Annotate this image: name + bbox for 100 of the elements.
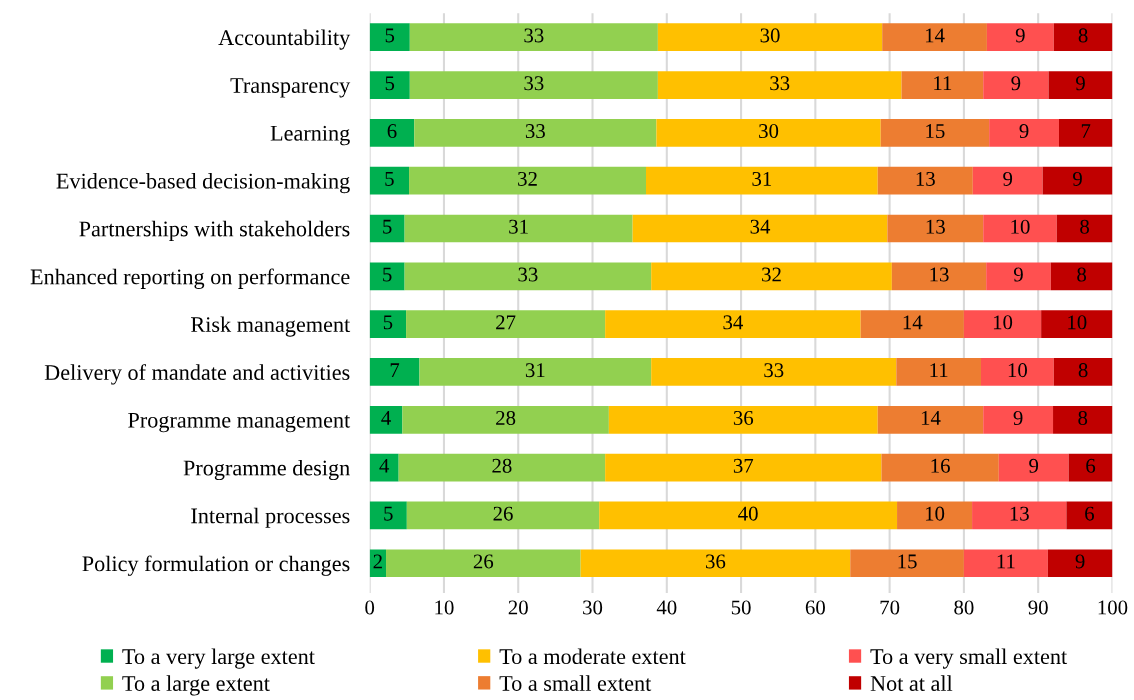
- y-tick-label: Learning: [270, 125, 350, 146]
- bar: [983, 405, 1054, 434]
- bar: [369, 23, 410, 52]
- bar: [1047, 549, 1113, 578]
- x-tick-label: 20: [508, 600, 528, 615]
- bar: [369, 71, 410, 99]
- data-label: 34: [723, 315, 743, 330]
- bar: [1050, 262, 1113, 291]
- x-tick-label: 100: [1098, 600, 1128, 615]
- data-label: 4: [381, 411, 391, 425]
- bar: [645, 166, 878, 195]
- bar: [972, 166, 1043, 195]
- y-tick-label: Transparency: [230, 78, 351, 98]
- data-label: 33: [764, 363, 784, 378]
- bar: [963, 310, 1042, 339]
- data-label: 13: [1010, 506, 1029, 521]
- data-label: 10: [1008, 363, 1027, 378]
- data-label: 33: [770, 76, 790, 91]
- bar: [1048, 71, 1113, 99]
- bar: [986, 23, 1054, 52]
- bar: [369, 549, 387, 578]
- bar: [1053, 358, 1113, 386]
- data-label: 31: [752, 171, 772, 186]
- data-label: 8: [1078, 410, 1088, 425]
- bar: [877, 405, 984, 434]
- data-label: 9: [1013, 411, 1023, 425]
- y-tick-label: Accountability: [218, 29, 351, 50]
- bar: [599, 501, 898, 530]
- bar: [887, 214, 984, 243]
- data-label: 30: [760, 28, 780, 43]
- bar: [657, 23, 883, 52]
- bar: [605, 453, 882, 482]
- bar: [369, 118, 415, 147]
- data-label: 10: [1068, 315, 1087, 330]
- data-label: 32: [518, 171, 537, 186]
- data-label: 15: [926, 124, 945, 139]
- data-label: 9: [1029, 458, 1039, 473]
- legend-label: To a small extent: [499, 675, 652, 691]
- data-label: 5: [385, 28, 395, 43]
- data-label: 15: [898, 554, 917, 569]
- bar: [1056, 214, 1113, 243]
- data-label: 5: [383, 267, 392, 282]
- data-label: 11: [934, 76, 952, 91]
- bar: [657, 71, 902, 99]
- bar: [419, 358, 652, 386]
- data-label: 40: [738, 506, 758, 521]
- legend-label: Not at all: [870, 675, 953, 691]
- legend-label: To a very large extent: [122, 648, 315, 669]
- data-label: 13: [916, 171, 935, 186]
- bar: [880, 118, 990, 147]
- bar: [983, 214, 1057, 243]
- bar: [402, 405, 609, 434]
- x-tick-label: 90: [1028, 600, 1048, 615]
- x-tick-label: 60: [805, 600, 825, 615]
- bar: [877, 166, 973, 195]
- bar: [409, 23, 658, 52]
- y-tick-label: Evidence-based decision-making: [56, 172, 350, 194]
- bar: [986, 262, 1051, 291]
- bar: [406, 501, 600, 530]
- y-tick-label: Partnerships with stakeholders: [79, 220, 350, 241]
- data-label: 8: [1078, 28, 1088, 43]
- bar: [406, 310, 606, 339]
- bar: [369, 453, 399, 482]
- data-label: 11: [997, 554, 1015, 569]
- bar: [656, 118, 881, 147]
- data-label: 6: [387, 124, 397, 139]
- data-label: 5: [385, 172, 394, 186]
- data-label: 9: [1019, 124, 1029, 139]
- data-label: 7: [390, 363, 400, 377]
- data-label: 30: [759, 124, 779, 139]
- bar: [409, 71, 658, 99]
- bar: [1068, 453, 1113, 482]
- x-tick-label: 70: [880, 600, 900, 615]
- bar: [369, 405, 403, 434]
- bar: [1053, 23, 1113, 52]
- data-label: 33: [524, 28, 544, 43]
- data-label: 31: [525, 363, 545, 378]
- bar: [850, 549, 964, 578]
- bar: [369, 262, 405, 291]
- bar: [580, 549, 851, 578]
- data-label: 10: [925, 506, 945, 521]
- y-tick-label: Policy formulation or changes: [82, 555, 350, 576]
- data-label: 36: [706, 554, 726, 569]
- data-label: 33: [525, 124, 545, 139]
- data-label: 28: [496, 410, 516, 425]
- data-label: 14: [903, 315, 923, 330]
- bar: [369, 166, 410, 195]
- data-label: 9: [1075, 76, 1085, 91]
- bar: [404, 214, 633, 243]
- bar: [1058, 118, 1113, 147]
- data-label: 26: [493, 506, 513, 521]
- data-label: 5: [384, 506, 393, 521]
- data-label: 10: [993, 315, 1013, 330]
- bar: [860, 310, 964, 339]
- data-label: 9: [1015, 28, 1025, 43]
- bar: [989, 118, 1059, 147]
- bar: [369, 501, 407, 530]
- data-label: 8: [1080, 219, 1090, 234]
- x-tick-label: 0: [365, 600, 375, 615]
- data-label: 5: [385, 76, 395, 91]
